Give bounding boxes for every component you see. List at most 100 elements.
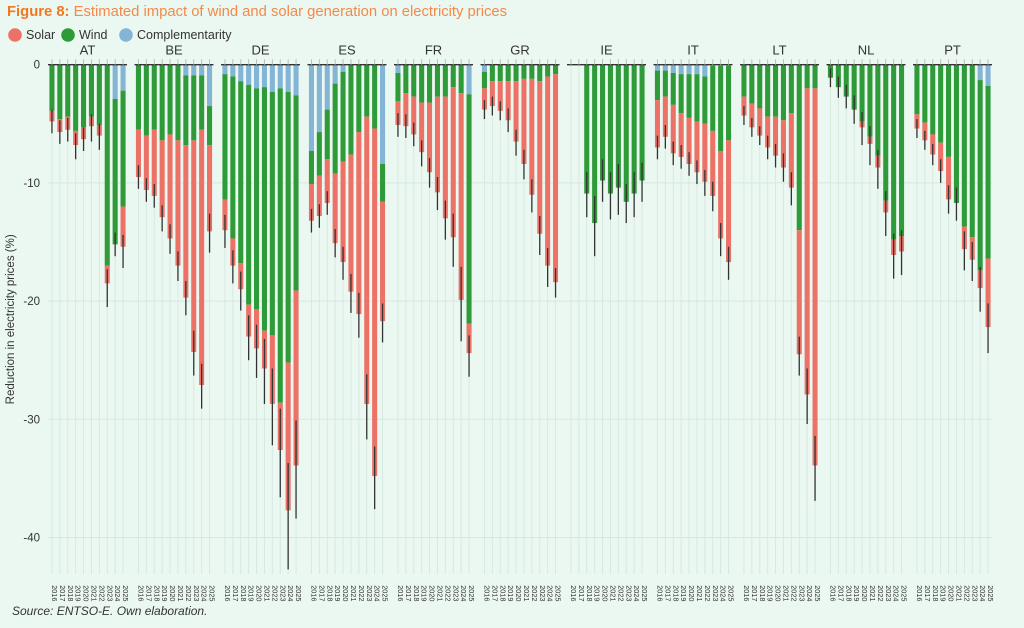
svg-text:IE: IE bbox=[600, 43, 613, 58]
svg-text:-30: -30 bbox=[23, 414, 40, 426]
svg-text:2023: 2023 bbox=[884, 585, 893, 601]
svg-text:2021: 2021 bbox=[522, 585, 531, 601]
svg-text:2018: 2018 bbox=[66, 585, 75, 601]
svg-text:2020: 2020 bbox=[514, 585, 523, 601]
svg-text:-20: -20 bbox=[23, 296, 40, 308]
svg-text:2017: 2017 bbox=[404, 585, 413, 601]
svg-text:2021: 2021 bbox=[435, 585, 444, 601]
svg-text:2020: 2020 bbox=[774, 585, 783, 601]
svg-text:2023: 2023 bbox=[278, 585, 287, 601]
svg-text:2023: 2023 bbox=[797, 585, 806, 601]
svg-text:2016: 2016 bbox=[223, 585, 232, 601]
svg-text:DE: DE bbox=[251, 43, 269, 58]
svg-text:GR: GR bbox=[510, 43, 530, 58]
svg-text:2017: 2017 bbox=[144, 585, 153, 601]
svg-text:2017: 2017 bbox=[231, 585, 240, 601]
svg-text:2025: 2025 bbox=[294, 585, 303, 601]
svg-text:2023: 2023 bbox=[105, 585, 114, 601]
svg-text:2016: 2016 bbox=[50, 585, 59, 601]
svg-text:2018: 2018 bbox=[758, 585, 767, 601]
svg-text:2019: 2019 bbox=[160, 585, 169, 601]
svg-text:2021: 2021 bbox=[262, 585, 271, 601]
svg-text:2018: 2018 bbox=[152, 585, 161, 601]
svg-text:Reduction in electricity price: Reduction in electricity prices (%) bbox=[5, 234, 17, 404]
svg-text:BE: BE bbox=[165, 43, 183, 58]
svg-text:2019: 2019 bbox=[247, 585, 256, 601]
svg-text:2021: 2021 bbox=[695, 585, 704, 601]
svg-text:2022: 2022 bbox=[270, 585, 279, 601]
svg-text:2020: 2020 bbox=[82, 585, 91, 601]
svg-text:2018: 2018 bbox=[931, 585, 940, 601]
svg-text:2016: 2016 bbox=[482, 585, 491, 601]
svg-text:2023: 2023 bbox=[624, 585, 633, 601]
svg-text:2023: 2023 bbox=[365, 585, 374, 601]
svg-text:2023: 2023 bbox=[970, 585, 979, 601]
svg-text:2024: 2024 bbox=[546, 585, 555, 601]
svg-text:2024: 2024 bbox=[805, 585, 814, 601]
svg-text:2022: 2022 bbox=[357, 585, 366, 601]
svg-text:2018: 2018 bbox=[498, 585, 507, 601]
svg-text:2019: 2019 bbox=[766, 585, 775, 601]
svg-text:Solar: Solar bbox=[26, 28, 55, 42]
svg-text:2019: 2019 bbox=[939, 585, 948, 601]
svg-text:2016: 2016 bbox=[136, 585, 145, 601]
svg-text:PT: PT bbox=[944, 43, 961, 58]
svg-text:Source: ENTSO-E. Own elaborati: Source: ENTSO-E. Own elaboration. bbox=[12, 604, 207, 618]
svg-text:2019: 2019 bbox=[679, 585, 688, 601]
svg-text:2018: 2018 bbox=[585, 585, 594, 601]
svg-text:2025: 2025 bbox=[467, 585, 476, 601]
svg-text:0: 0 bbox=[34, 60, 40, 72]
svg-text:2025: 2025 bbox=[727, 585, 736, 601]
svg-text:2022: 2022 bbox=[97, 585, 106, 601]
svg-text:2020: 2020 bbox=[428, 585, 437, 601]
svg-text:2019: 2019 bbox=[593, 585, 602, 601]
svg-text:2022: 2022 bbox=[616, 585, 625, 601]
svg-text:2017: 2017 bbox=[58, 585, 67, 601]
svg-text:2020: 2020 bbox=[687, 585, 696, 601]
svg-text:2018: 2018 bbox=[412, 585, 421, 601]
svg-text:LT: LT bbox=[772, 43, 786, 58]
svg-text:2024: 2024 bbox=[978, 585, 987, 601]
svg-text:2019: 2019 bbox=[74, 585, 83, 601]
svg-text:2025: 2025 bbox=[381, 585, 390, 601]
svg-text:2022: 2022 bbox=[530, 585, 539, 601]
svg-text:2018: 2018 bbox=[844, 585, 853, 601]
svg-text:2024: 2024 bbox=[286, 585, 295, 601]
svg-text:2021: 2021 bbox=[868, 585, 877, 601]
svg-text:2023: 2023 bbox=[451, 585, 460, 601]
svg-text:Complementarity: Complementarity bbox=[137, 28, 232, 42]
svg-text:2021: 2021 bbox=[176, 585, 185, 601]
svg-text:NL: NL bbox=[858, 43, 875, 58]
svg-text:AT: AT bbox=[80, 43, 96, 58]
svg-text:2019: 2019 bbox=[852, 585, 861, 601]
svg-text:2016: 2016 bbox=[655, 585, 664, 601]
svg-text:2021: 2021 bbox=[954, 585, 963, 601]
svg-text:2025: 2025 bbox=[813, 585, 822, 601]
svg-text:2016: 2016 bbox=[742, 585, 751, 601]
svg-text:-10: -10 bbox=[23, 178, 40, 190]
svg-text:2024: 2024 bbox=[719, 585, 728, 601]
svg-text:2022: 2022 bbox=[876, 585, 885, 601]
svg-text:2018: 2018 bbox=[671, 585, 680, 601]
svg-text:2024: 2024 bbox=[892, 585, 901, 601]
svg-text:2022: 2022 bbox=[962, 585, 971, 601]
svg-text:2022: 2022 bbox=[443, 585, 452, 601]
svg-text:2021: 2021 bbox=[89, 585, 98, 601]
svg-text:FR: FR bbox=[425, 43, 442, 58]
svg-text:2024: 2024 bbox=[632, 585, 641, 601]
svg-text:2023: 2023 bbox=[711, 585, 720, 601]
svg-text:2016: 2016 bbox=[569, 585, 578, 601]
svg-text:2018: 2018 bbox=[325, 585, 334, 601]
svg-text:2017: 2017 bbox=[663, 585, 672, 601]
svg-text:2020: 2020 bbox=[255, 585, 264, 601]
svg-text:2025: 2025 bbox=[121, 585, 130, 601]
svg-text:2025: 2025 bbox=[900, 585, 909, 601]
svg-text:2022: 2022 bbox=[789, 585, 798, 601]
svg-text:2016: 2016 bbox=[396, 585, 405, 601]
svg-text:2018: 2018 bbox=[239, 585, 248, 601]
svg-text:2017: 2017 bbox=[490, 585, 499, 601]
svg-text:2023: 2023 bbox=[538, 585, 547, 601]
svg-text:2020: 2020 bbox=[947, 585, 956, 601]
svg-text:2017: 2017 bbox=[750, 585, 759, 601]
svg-text:2024: 2024 bbox=[459, 585, 468, 601]
